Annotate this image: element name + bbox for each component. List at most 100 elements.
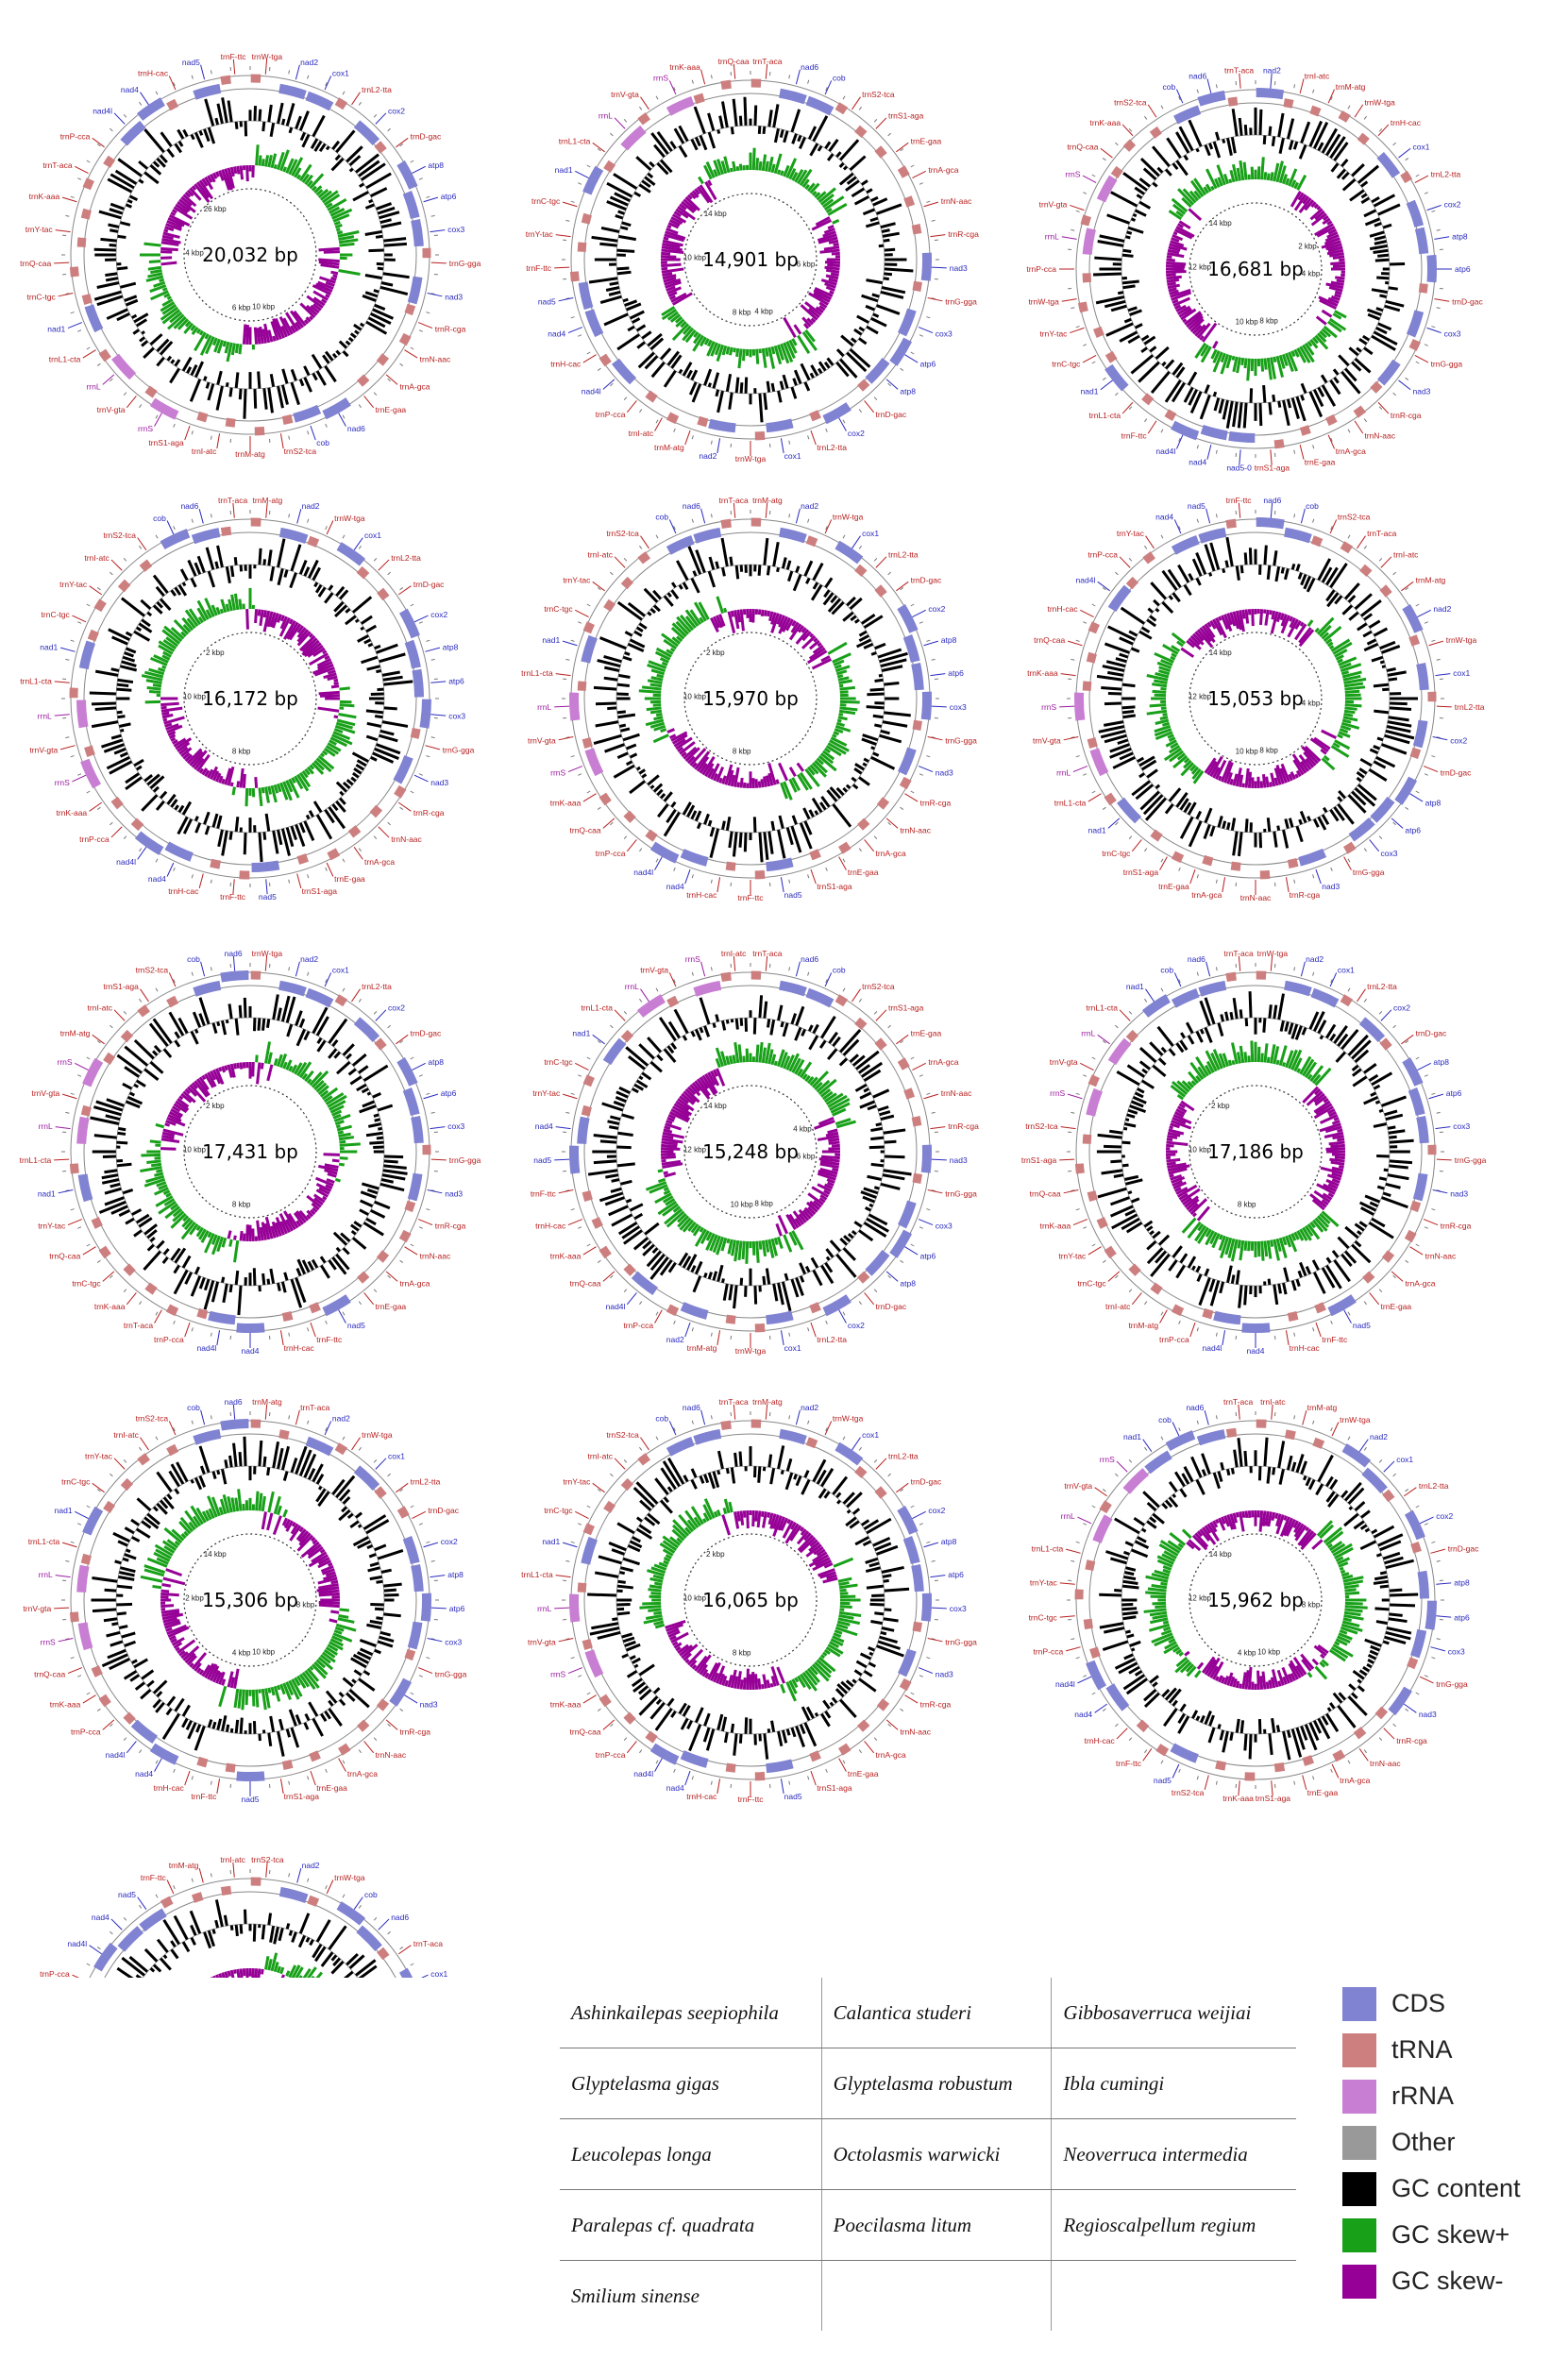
gene-label: trnL1-cta [581, 1003, 613, 1013]
gene-label: cox3 [448, 711, 465, 720]
gene-label: trnS2-tca [103, 531, 136, 540]
feature-legend: CDS tRNA rRNA Other GC content GC skew+ GC ske… [1342, 1981, 1560, 2304]
gene-label: trnW-tga [1028, 297, 1059, 307]
gene-label: trnT-aca [719, 1397, 749, 1407]
gene-label: rrnS [138, 424, 153, 433]
gene-label: nad4 [666, 882, 684, 891]
gene-label: trnP-cca [40, 1969, 70, 1978]
gene-label: trnN-aac [420, 355, 451, 364]
gene-label: nad2 [302, 501, 320, 511]
gene-label: cox1 [1413, 142, 1430, 151]
gene-label: trnV-gta [1050, 1057, 1078, 1067]
gene-label: trnS2-tca [136, 966, 169, 975]
species-cell: Poecilasma litum [820, 2189, 1052, 2261]
gene-label: trnS1-aga [888, 111, 924, 121]
gene-label: trnP-cca [1159, 1335, 1189, 1344]
gene-label: rrnL [625, 982, 639, 991]
gene-label: trnG-gga [1353, 868, 1385, 877]
gene-label: trnY-tac [532, 1088, 561, 1098]
gene-label: trnS1-aga [817, 882, 852, 891]
gene-label: trnD-gac [876, 410, 907, 419]
gene-label: trnA-gca [876, 1750, 906, 1760]
gene-label: nad4 [1247, 1346, 1265, 1356]
gene-label: trnL1-cta [1089, 411, 1121, 420]
gene-label: nad5 [784, 890, 802, 900]
gene-label: trnT-aca [719, 496, 749, 505]
scale-label: 4 kbp [185, 249, 204, 258]
gene-label: cox1 [862, 529, 879, 538]
gene-label: trnK-aaa [1089, 118, 1121, 127]
gene-label: nad4l [106, 1750, 126, 1760]
gene-label: cox3 [936, 1222, 953, 1231]
gene-label: trnW-tga [1446, 635, 1477, 645]
gene-label: trnL1-cta [1032, 1543, 1064, 1553]
gene-label: atp6 [441, 1088, 457, 1098]
gene-label: trnL2-tta [1419, 1481, 1449, 1491]
gene-label: nad5 [242, 1795, 260, 1804]
species-row: Smilium sinense [560, 2260, 1296, 2331]
gene-label: cox2 [388, 107, 405, 116]
species-cell: Smilium sinense [571, 2284, 700, 2307]
gene-label: cox1 [1338, 966, 1355, 975]
gene-label: trnD-gac [1441, 768, 1472, 778]
legend-swatch [1342, 2079, 1376, 2114]
gene-label: trnM-atg [654, 443, 684, 452]
gene-label: trnR-cga [1391, 411, 1422, 420]
gene-label: trnG-gga [435, 1670, 467, 1679]
scale-label: 10 kbp [1257, 1647, 1281, 1656]
scale-label: 8 kbp [1259, 746, 1278, 754]
gene-label: trnL2-tta [391, 553, 421, 563]
gene-label: trnS1-aga [1123, 868, 1159, 877]
gene-label: nad4 [1189, 458, 1206, 467]
gene-label: trnV-gta [528, 735, 556, 745]
gene-label: trnA-gca [1405, 1278, 1435, 1288]
gene-label: nad4l [633, 1769, 653, 1778]
gene-label: nad4l [93, 107, 112, 116]
gene-label: nad4l [633, 868, 653, 877]
genome-size: 16,172 bp [202, 687, 298, 710]
scale-label: 8 kbp [733, 747, 751, 755]
gene-label: cox2 [848, 429, 865, 438]
gene-label: trnE-gaa [1307, 1788, 1339, 1797]
gene-label: trnY-tac [1058, 1252, 1087, 1261]
gene-label: nad4 [1155, 513, 1173, 522]
scale-label: 2 kbp [706, 1550, 725, 1559]
genome-size: 15,306 bp [202, 1589, 298, 1611]
gene-label: trnP-cca [596, 410, 626, 419]
gene-label: atp6 [948, 668, 964, 678]
gene-label: trnW-tga [735, 1346, 767, 1356]
scale-label: 10 kbp [252, 302, 276, 311]
gene-label: trnA-gca [399, 381, 430, 391]
gene-label: trnF-ttc [531, 1188, 557, 1198]
gene-label: nad4 [666, 1783, 684, 1793]
legend-label: GC content [1391, 2174, 1521, 2202]
gene-label: cob [187, 1403, 200, 1412]
gene-label: nad1 [47, 325, 65, 334]
gene-label: trnD-gac [876, 1302, 907, 1311]
gene-label: trnE-gaa [848, 868, 879, 877]
scale-label: 2 kbp [206, 649, 225, 657]
scale-label: 8 kbp [1238, 1200, 1256, 1208]
gene-label: trnW-tga [252, 52, 283, 61]
gene-label: cox3 [1444, 329, 1461, 339]
gene-label: trnP-cca [1026, 264, 1056, 274]
gene-label: trnI-atc [1260, 1397, 1286, 1407]
gene-label: atp8 [1425, 799, 1442, 808]
gene-label: nad5 [259, 892, 277, 902]
gene-label: trnA-gca [1340, 1776, 1370, 1785]
gene-label: rrnS [1065, 170, 1080, 179]
gene-label: trnE-gaa [334, 874, 365, 884]
genome-size: 17,186 bp [1207, 1140, 1304, 1163]
legend-label: GC skew+ [1391, 2220, 1510, 2249]
gene-label: trnE-gaa [316, 1783, 347, 1793]
gene-label: atp8 [941, 1537, 957, 1546]
species-cell: Leucolepas longa [560, 2118, 822, 2190]
gene-label: trnM-atg [752, 1397, 783, 1407]
gene-label: trnL1-cta [20, 1155, 52, 1165]
gene-label: nad5 [1154, 1776, 1172, 1785]
gene-label: trnS1-aga [1021, 1155, 1057, 1165]
gene-label: trnV-gta [97, 405, 126, 414]
gene-label: trnR-cga [1441, 1222, 1472, 1231]
gene-label: cox2 [1444, 199, 1461, 209]
